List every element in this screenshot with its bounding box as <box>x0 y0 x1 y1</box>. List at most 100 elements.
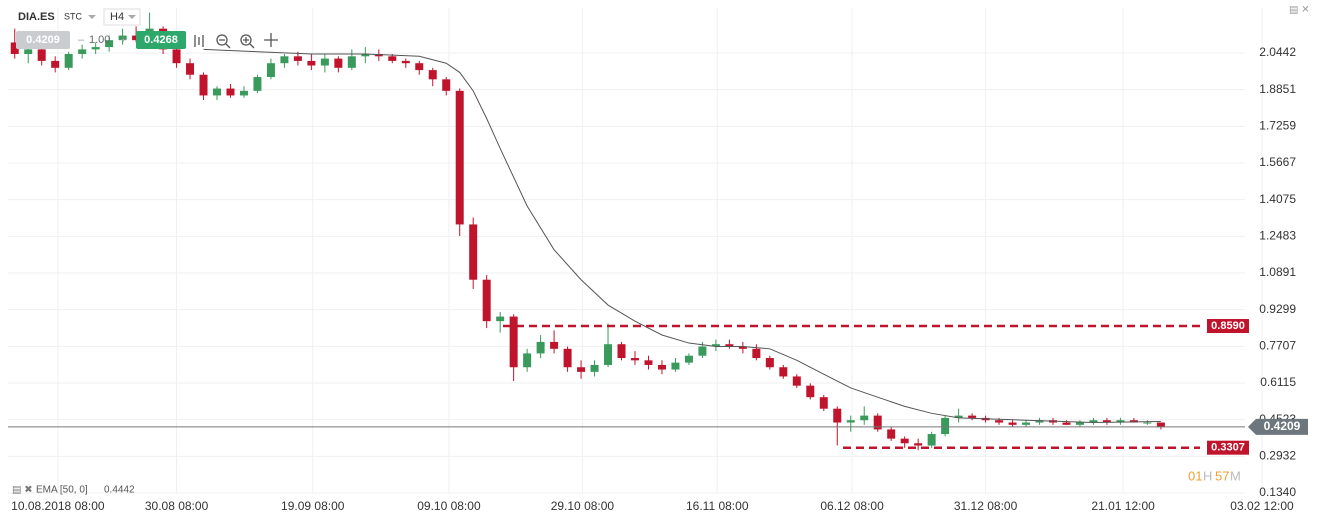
y-tick-label: 1.2483 <box>1259 229 1296 243</box>
candle-body <box>968 415 977 418</box>
candle-body <box>199 74 208 96</box>
y-tick-label: 0.6115 <box>1260 375 1296 389</box>
candle-body <box>361 53 370 57</box>
x-tick-label: 21.01 12:00 <box>1091 499 1155 513</box>
candle-body <box>1075 422 1084 425</box>
minus-button[interactable]: – <box>78 34 85 46</box>
y-tick-label: 1.7259 <box>1259 119 1296 133</box>
legend-value: 0.4442 <box>104 485 135 496</box>
candle-body <box>941 417 950 435</box>
bid-price[interactable]: 0.4209 <box>26 34 60 46</box>
candle-body <box>280 56 289 64</box>
candle-body <box>37 49 46 61</box>
candle-body <box>428 70 437 80</box>
ema-line <box>203 48 1161 424</box>
level-label-box <box>1207 319 1249 334</box>
candle-body <box>213 88 221 96</box>
candle-body <box>51 60 60 68</box>
y-tick-label: 2.0442 <box>1259 45 1296 59</box>
candle-body <box>900 438 909 444</box>
timeframe-box[interactable] <box>103 8 141 26</box>
window-controls[interactable]: ▤ ✕ <box>1289 5 1310 16</box>
candle-body <box>455 90 464 225</box>
plus-button[interactable]: + <box>120 34 126 46</box>
candle-body <box>1116 420 1125 423</box>
y-tick-label: 0.7707 <box>1259 339 1296 353</box>
candle-body <box>118 35 127 41</box>
candle-body <box>995 420 1004 423</box>
candle-body <box>172 49 181 64</box>
symbol[interactable]: DIA.ES <box>18 11 55 23</box>
candle-body <box>78 49 87 54</box>
candle-body <box>617 344 626 359</box>
candle-body <box>1102 420 1111 423</box>
candle-body <box>684 355 693 363</box>
candle-body <box>954 415 963 418</box>
candle-body <box>644 360 653 365</box>
candle-body <box>563 348 572 368</box>
candle-body <box>509 316 518 368</box>
candle-body <box>711 344 720 347</box>
x-tick-label: 10.08.2018 08:00 <box>11 499 105 513</box>
y-tick-label: 0.2932 <box>1259 449 1296 463</box>
candle-body <box>347 56 356 68</box>
amount[interactable]: 1.00 <box>89 34 110 46</box>
candle-body <box>482 279 491 322</box>
candle-body <box>469 224 478 280</box>
exchange[interactable]: STC <box>64 11 83 21</box>
candle-body <box>752 348 761 359</box>
ask-price[interactable]: 0.4268 <box>144 34 178 46</box>
y-tick-label: 1.5667 <box>1259 155 1296 169</box>
candle-body <box>577 367 586 372</box>
candle-body <box>320 58 329 66</box>
x-tick-label: 29.10 08:00 <box>551 499 615 513</box>
candle-body <box>401 60 410 64</box>
y-tick-label: 1.0891 <box>1259 265 1296 279</box>
candle-body <box>10 42 19 54</box>
candle-body <box>496 316 505 322</box>
candle-body <box>1129 420 1138 423</box>
candle-body <box>657 364 666 370</box>
x-tick-label: 16.11 08:00 <box>686 499 749 513</box>
y-tick-label: 0.1340 <box>1259 485 1296 499</box>
candle-body <box>792 376 801 386</box>
timer-hours: 01 <box>1188 468 1202 483</box>
y-tick-label: 0.9299 <box>1259 302 1296 316</box>
candle-body <box>226 88 235 96</box>
candle-body <box>24 49 33 54</box>
x-tick-label: 30.08 08:00 <box>145 499 209 513</box>
candle-body <box>536 341 545 354</box>
dropdown-icon[interactable] <box>88 15 96 19</box>
y-tick-label: 1.4075 <box>1259 192 1296 206</box>
level-label-box <box>1207 440 1249 455</box>
candle-body <box>253 77 262 91</box>
ask-box[interactable] <box>136 31 186 49</box>
candle-body <box>806 385 815 398</box>
candle-body <box>860 415 869 421</box>
candle-body <box>590 364 599 372</box>
timeframe[interactable]: H4 <box>110 11 124 23</box>
candle-body <box>604 344 613 365</box>
timer-minutes-unit: M <box>1230 468 1241 483</box>
x-tick-label: 19.09 08:00 <box>281 499 345 513</box>
bid-box[interactable] <box>16 31 70 49</box>
candle-body <box>1035 420 1044 423</box>
x-tick-label: 06.12 08:00 <box>820 499 884 513</box>
dropdown-icon <box>128 15 136 19</box>
chart-tools[interactable] <box>194 33 278 49</box>
legend-icon[interactable]: ▤ ✖ <box>12 485 33 496</box>
candle-body <box>914 443 923 446</box>
candle-body <box>64 53 73 68</box>
candle-body <box>725 344 734 347</box>
candle-body <box>334 58 343 68</box>
legend-name: EMA [50, 0] <box>36 485 88 496</box>
y-tick-label: 1.8851 <box>1259 82 1296 96</box>
x-tick-label: 03.02 12:00 <box>1230 499 1294 513</box>
candle-body <box>631 358 639 361</box>
candle-body <box>239 90 248 96</box>
candle-body <box>887 429 896 439</box>
candle-body <box>1089 420 1098 423</box>
candle-body <box>1156 422 1165 428</box>
level-label: 0.8590 <box>1211 320 1245 332</box>
